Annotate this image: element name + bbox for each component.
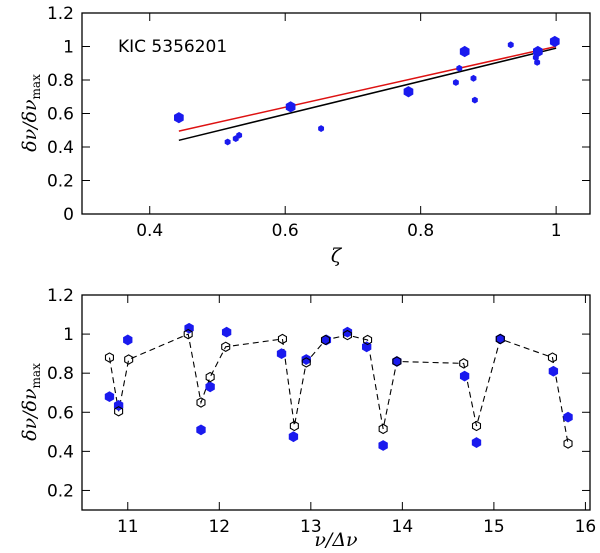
bottom-observed-point	[276, 348, 287, 360]
bottom-observed-point	[378, 440, 388, 451]
top-x-axis-label: ζ	[331, 245, 343, 267]
bottom-model-point	[563, 438, 573, 449]
bottom-observed-point	[196, 424, 206, 436]
bottom-observed-point	[563, 411, 573, 423]
bottom-x-tick-label: 14	[392, 517, 414, 537]
bottom-model-point	[124, 354, 134, 365]
top-data-point	[174, 112, 184, 124]
top-y-tick-label: 0.6	[47, 105, 74, 125]
top-data-point	[236, 131, 243, 139]
bottom-model-point	[289, 420, 299, 432]
bottom-y-tick-label: 0.8	[47, 364, 74, 384]
bottom-y-axis-label: δν/δνmax	[19, 363, 43, 441]
bottom-observed-point	[392, 356, 402, 367]
bottom-model-point	[183, 328, 193, 340]
top-y-axis-label-main: δν/δν	[19, 99, 41, 152]
top-data-point	[507, 41, 514, 49]
bottom-model-point	[363, 334, 373, 346]
bottom-model-point	[221, 341, 231, 353]
bottom-model-point	[392, 356, 402, 367]
top-y-tick-label: 0.8	[47, 71, 74, 91]
bottom-y-axis-label-main: δν/δν	[19, 388, 41, 441]
top-y-tick-label: 0.2	[47, 172, 74, 192]
bottom-axis-ticks: 11 12 13 14 15 16 0.2 0.4 0.6 0.8 1 1.2	[47, 286, 596, 537]
bottom-y-axis-label-sub: max	[29, 363, 43, 389]
bottom-panel-frequency: 11 12 13 14 15 16 0.2 0.4 0.6 0.8 1 1.2 ν/Δν δν/δνm…	[19, 286, 596, 551]
top-y-tick-label: 0	[63, 205, 74, 225]
bottom-model-line	[108, 333, 569, 444]
top-data-point	[403, 86, 414, 98]
top-data-point	[533, 45, 543, 58]
top-panel-zeta: 0.4 0.6 0.8 100.20.40.60.811.2 KIC 5356201 …	[19, 4, 591, 267]
top-y-axis-label-sub: max	[29, 74, 43, 100]
top-x-tick-label: 0.8	[407, 221, 434, 241]
top-data-point	[471, 96, 478, 104]
top-data-point	[549, 35, 560, 48]
bottom-model-point	[320, 334, 331, 346]
top-data-point	[452, 79, 459, 86]
bottom-model-dashed-line	[108, 333, 569, 444]
bottom-x-tick-label: 13	[300, 517, 322, 537]
bottom-y-tick-label: 1	[63, 325, 74, 345]
top-x-tick-label: 0.6	[272, 221, 299, 241]
top-data-point	[470, 74, 477, 82]
top-data-point	[459, 45, 470, 58]
bottom-observed-point	[342, 326, 353, 338]
bottom-model-point	[196, 397, 206, 408]
bottom-x-tick-label: 16	[575, 517, 597, 537]
bottom-model-point	[459, 358, 469, 369]
bottom-observed-point	[548, 365, 559, 377]
bottom-x-axis-label: ν/Δν	[314, 529, 358, 551]
bottom-model-point	[342, 329, 352, 341]
bottom-model-point	[495, 333, 505, 345]
bottom-model-point	[114, 406, 124, 417]
top-y-tick-label: 0.4	[47, 138, 74, 158]
bottom-observed-point	[205, 381, 215, 393]
top-x-tick-label: 1	[551, 221, 562, 241]
bottom-plot-frame	[81, 294, 591, 511]
top-data-point	[285, 101, 296, 113]
top-data-point	[224, 138, 231, 146]
top-data-point	[318, 125, 325, 132]
bottom-y-tick-label: 0.4	[47, 442, 74, 462]
bottom-y-tick-label: 0.6	[47, 403, 74, 423]
bottom-model-point	[378, 423, 388, 435]
bottom-x-tick-label: 11	[117, 517, 139, 537]
star-id-annotation: KIC 5356201	[118, 37, 227, 57]
top-y-tick-label: 1	[63, 38, 74, 58]
bottom-model-point	[471, 420, 482, 432]
bottom-model-point	[301, 357, 311, 368]
bottom-model-point	[547, 352, 558, 363]
top-data-point	[456, 64, 463, 72]
bottom-model-point	[104, 352, 114, 363]
bottom-model-point	[205, 371, 215, 383]
top-y-axis-label: δν/δνmax	[19, 74, 43, 152]
bottom-y-tick-label: 0.2	[47, 481, 74, 501]
bottom-x-tick-label: 15	[483, 517, 505, 537]
top-axis-ticks: 0.4 0.6 0.8 1 0 0.2 0.4 0.6 0.8 1 1.2	[47, 4, 590, 241]
bottom-data-points	[104, 322, 573, 451]
bottom-x-tick-label: 12	[208, 517, 230, 537]
top-y-tick-label: 1.2	[47, 4, 74, 24]
top-fit-red-line	[178, 45, 557, 132]
top-x-tick-label: 0.4	[136, 221, 163, 241]
bottom-observed-point	[104, 391, 115, 403]
bottom-observed-point	[471, 437, 482, 448]
top-fit-lines	[178, 45, 557, 142]
bottom-observed-point	[288, 431, 299, 443]
bottom-observed-point	[495, 333, 505, 345]
bottom-observed-point	[301, 354, 311, 365]
bottom-observed-point	[221, 326, 232, 338]
bottom-observed-point	[123, 334, 133, 346]
bottom-observed-point	[459, 370, 470, 382]
bottom-y-tick-label: 1.2	[47, 286, 74, 306]
top-data-points	[174, 35, 560, 146]
top-data-point	[534, 59, 541, 66]
bottom-model-point	[277, 333, 287, 345]
top-fit-black-line	[178, 47, 557, 142]
